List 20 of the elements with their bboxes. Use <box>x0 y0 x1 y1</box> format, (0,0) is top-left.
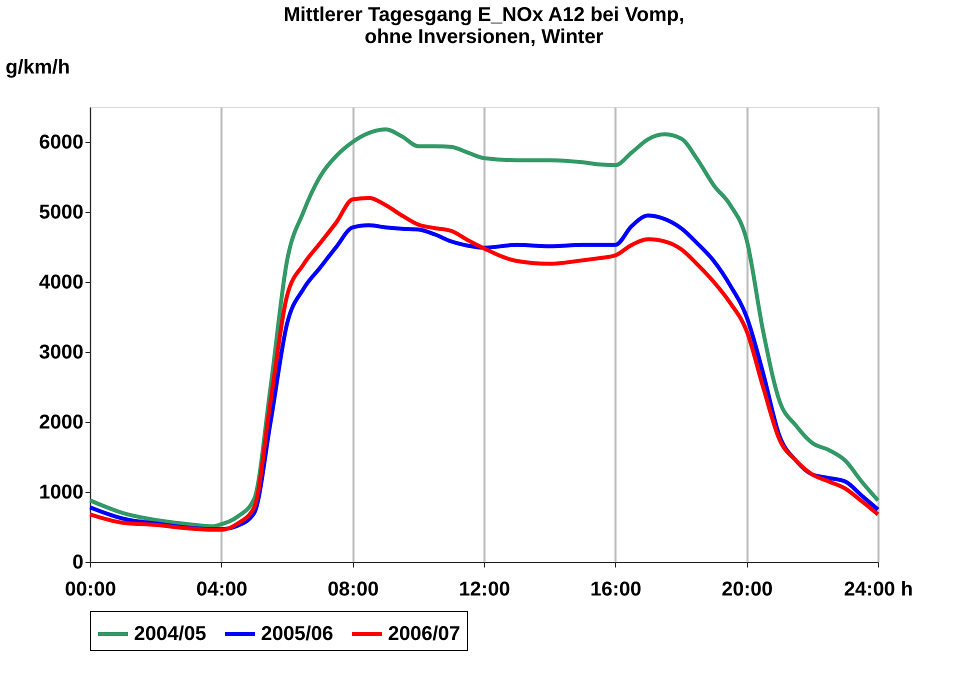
y-tick-label: 5000 <box>39 202 84 224</box>
y-tick-label: 6000 <box>39 132 84 154</box>
line-series <box>88 127 880 528</box>
legend-label: 2006/07 <box>388 623 460 645</box>
chart-title: Mittlerer Tagesgang E_NOx A12 bei Vomp, ohne Inversionen, Winter <box>284 4 684 48</box>
legend-label: 2005/06 <box>261 623 334 645</box>
y-axis-title: g/km/h <box>6 56 70 78</box>
y-tick-label: 3000 <box>39 342 84 364</box>
x-tick-label: 12:00 <box>458 578 510 600</box>
x-tick-label: 16:00 <box>590 578 642 600</box>
y-tick-label: 4000 <box>39 272 84 294</box>
y-tick-label: 0 <box>72 552 84 574</box>
y-tick-label: 1000 <box>39 482 84 504</box>
legend-label: 2004/05 <box>134 623 206 645</box>
x-tick-label: 24:00 h <box>844 578 913 600</box>
x-tick-label: 08:00 <box>328 578 379 600</box>
x-tick-label: 04:00 <box>196 578 248 600</box>
x-tick-label: 00:00 <box>64 578 116 600</box>
y-tick-label: 2000 <box>39 412 84 434</box>
x-tick-label: 20:00 <box>722 578 773 600</box>
